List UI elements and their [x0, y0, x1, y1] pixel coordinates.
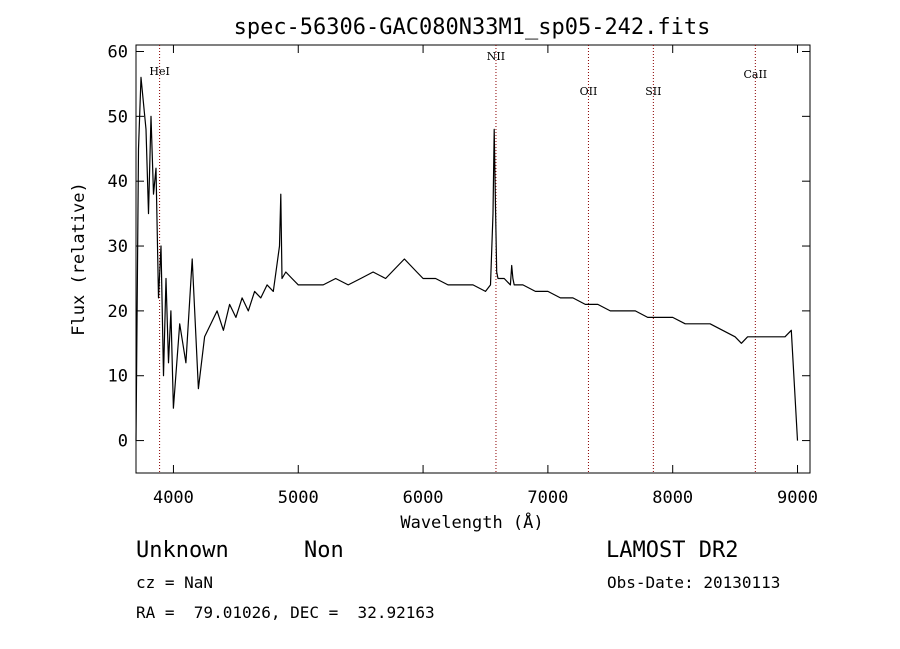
y-tick-label: 60	[108, 42, 128, 62]
marker-label: SII	[645, 85, 661, 98]
x-tick-label: 9000	[777, 488, 818, 508]
x-tick-label: 5000	[278, 488, 319, 508]
marker-label: CaII	[743, 68, 767, 81]
plot-frame	[135, 44, 811, 474]
x-tick-label: 4000	[153, 488, 194, 508]
obs-date: Obs-Date: 20130113	[607, 573, 781, 592]
redshift-text: cz = NaN	[136, 573, 214, 592]
x-axis-label: Wavelength (Å)	[400, 511, 543, 533]
spectrum-series	[135, 76, 799, 441]
chart-title: spec-56306-GAC080N33M1_sp05-242.fits	[234, 15, 711, 40]
emission-line-markers: HeI NII OII SII CaII	[149, 45, 767, 473]
y-axis-label: Flux (relative)	[69, 182, 89, 336]
object-class: Unknown	[136, 538, 229, 563]
y-tick-label: 0	[118, 432, 128, 452]
marker-label: NII	[487, 50, 505, 63]
y-tick-label: 50	[108, 107, 128, 127]
object-subclass: Non	[304, 538, 344, 563]
marker-label: OII	[580, 85, 598, 98]
x-tick-label: 7000	[527, 488, 568, 508]
marker-label: HeI	[149, 65, 169, 78]
survey-name: LAMOST DR2	[606, 538, 739, 563]
y-tick-label: 30	[108, 237, 128, 257]
y-tick-label: 40	[108, 172, 128, 192]
y-axis: 0 10 20 30 40 50 60	[108, 42, 810, 452]
spectrum-line	[135, 76, 799, 441]
y-tick-label: 10	[108, 367, 128, 387]
coordinates: RA = 79.01026, DEC = 32.92163	[136, 603, 435, 622]
x-tick-label: 6000	[403, 488, 444, 508]
y-tick-label: 20	[108, 302, 128, 322]
x-tick-label: 8000	[652, 488, 693, 508]
x-axis: 4000 5000 6000 7000 8000 9000	[153, 45, 818, 508]
